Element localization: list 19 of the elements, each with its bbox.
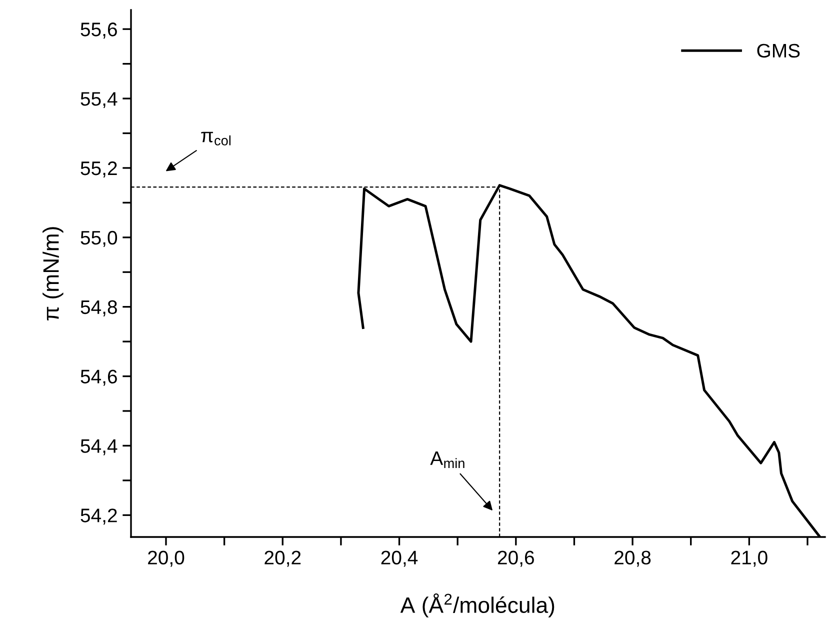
x-tick-label: 20,2 <box>264 550 301 567</box>
y-tick-label: 54,6 <box>80 370 117 386</box>
ref-line-label: A$_{min}$ <box>430 452 464 468</box>
y-axis-title: π (mN/m) <box>42 227 64 320</box>
x-axis-title: A (Å$^{2}$/molécula) <box>400 593 554 618</box>
y-tick-label: 54,4 <box>80 439 118 456</box>
x-tick-label: 21,0 <box>731 550 768 567</box>
legend-label: GMS <box>757 44 800 58</box>
x-tick-label: 20,4 <box>381 550 418 567</box>
y-tick-label: 55,4 <box>80 92 118 108</box>
y-tick-label: 54,8 <box>80 300 117 316</box>
x-tick-label: 20,8 <box>614 550 651 567</box>
y-tick-label: 55,2 <box>80 161 117 178</box>
x-tick-label: 20,0 <box>148 550 184 567</box>
y-tick-label: 54,2 <box>80 508 117 525</box>
y-tick-label: 55,0 <box>80 230 118 247</box>
ref-line-label: π$_{col}$ <box>201 132 231 146</box>
x-tick-label: 20,6 <box>498 550 534 567</box>
y-tick-label: 55,6 <box>80 22 117 39</box>
